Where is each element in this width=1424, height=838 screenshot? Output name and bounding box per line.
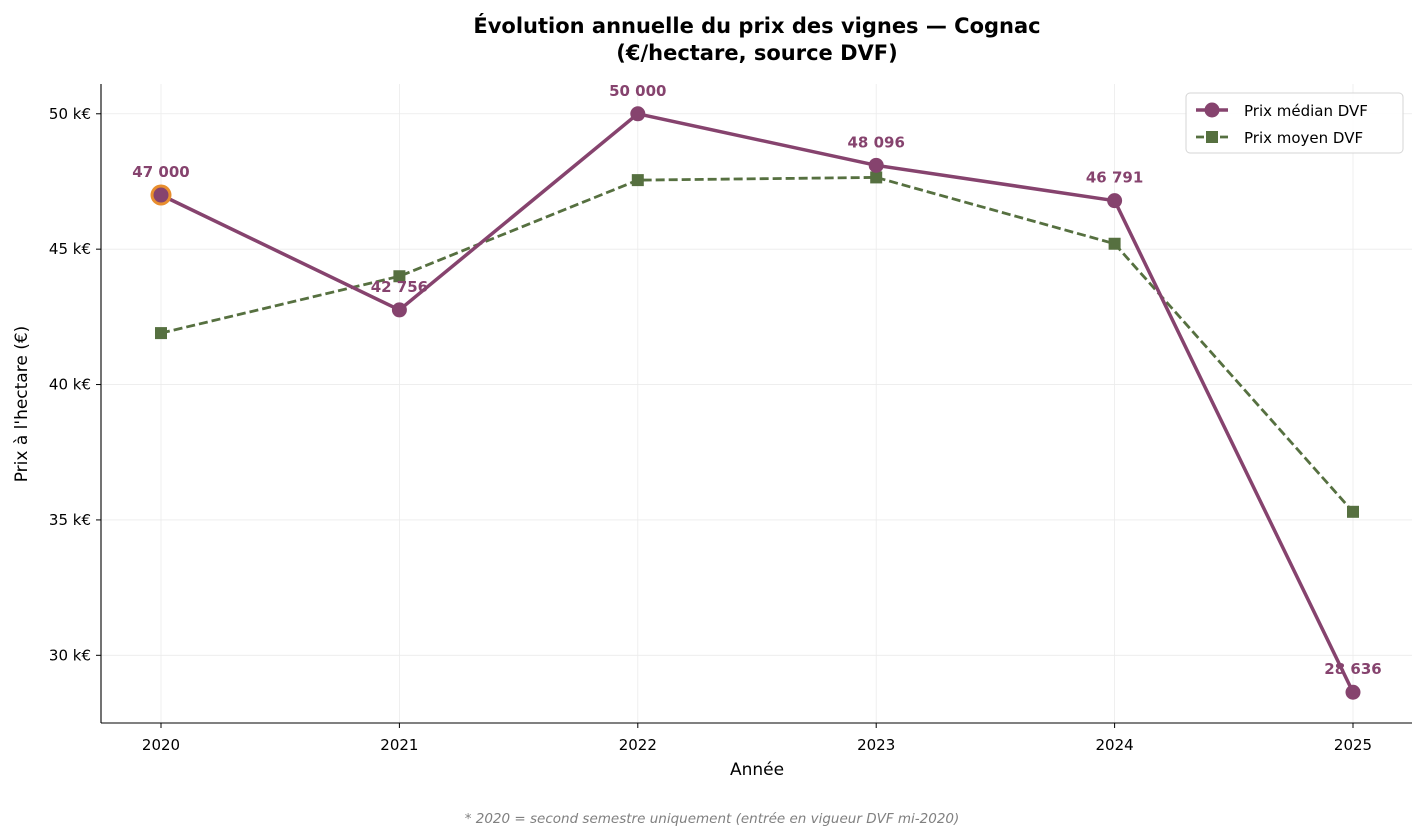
axes xyxy=(100,84,1412,724)
median-data-label-1: 42 756 xyxy=(371,278,428,296)
x-tick-label-5: 2025 xyxy=(1334,736,1372,754)
y-tick-label-1: 35 k€ xyxy=(49,511,91,529)
data-labels: 47 000 42 756 50 000 48 096 46 791 28 636 xyxy=(132,82,1381,678)
median-data-label-0: 47 000 xyxy=(132,163,189,181)
y-tick-label-0: 30 k€ xyxy=(49,646,91,664)
median-point-5 xyxy=(1345,684,1361,700)
median-data-label-4: 46 791 xyxy=(1086,169,1143,187)
footnote: * 2020 = second semestre uniquement (ent… xyxy=(465,811,960,827)
median-point-3 xyxy=(868,157,884,173)
median-data-label-3: 48 096 xyxy=(847,133,904,151)
y-tick-label-3: 45 k€ xyxy=(49,240,91,258)
legend-box xyxy=(1185,92,1404,154)
legend-median-label: Prix médian DVF xyxy=(1244,102,1368,120)
y-axis-label: Prix à l'hectare (€) xyxy=(12,326,32,483)
mean-point-4 xyxy=(1108,237,1121,250)
x-tick-label-1: 2021 xyxy=(380,736,418,754)
x-tick-label-0: 2020 xyxy=(142,736,180,754)
x-tick-label-4: 2024 xyxy=(1096,736,1134,754)
legend-mean-marker xyxy=(1206,131,1218,143)
mean-point-2 xyxy=(631,174,644,187)
ticks: 2020 2021 2022 2023 2024 2025 30 k€ 35 k€ 40 k€ 4… xyxy=(49,105,1372,754)
grid xyxy=(101,84,1412,723)
median-point-1 xyxy=(391,302,407,318)
chart-title-line1: Évolution annuelle du prix des vignes — … xyxy=(473,13,1040,38)
series-mean-line xyxy=(160,176,1355,513)
series-median-line xyxy=(160,112,1355,694)
median-data-label-2: 50 000 xyxy=(609,82,666,100)
mean-point-5 xyxy=(1347,505,1359,518)
legend: Prix médian DVF Prix moyen DVF xyxy=(1185,92,1404,154)
median-point-4 xyxy=(1107,193,1123,209)
mean-point-3 xyxy=(870,171,883,184)
median-point-2 xyxy=(630,106,646,122)
x-axis-label: Année xyxy=(730,760,784,780)
x-tick-label-3: 2023 xyxy=(857,736,895,754)
y-tick-label-2: 40 k€ xyxy=(49,376,91,394)
median-data-label-5: 28 636 xyxy=(1324,660,1381,678)
chart-title-line2: (€/hectare, source DVF) xyxy=(616,41,897,65)
median-point-0 xyxy=(153,187,169,203)
mean-point-1 xyxy=(393,270,406,283)
y-tick-label-4: 50 k€ xyxy=(49,105,91,123)
mean-point-0 xyxy=(155,327,167,340)
legend-mean-label: Prix moyen DVF xyxy=(1244,129,1363,147)
series-layer xyxy=(150,106,1361,700)
legend-median-marker xyxy=(1204,102,1220,118)
x-tick-label-2: 2022 xyxy=(619,736,657,754)
